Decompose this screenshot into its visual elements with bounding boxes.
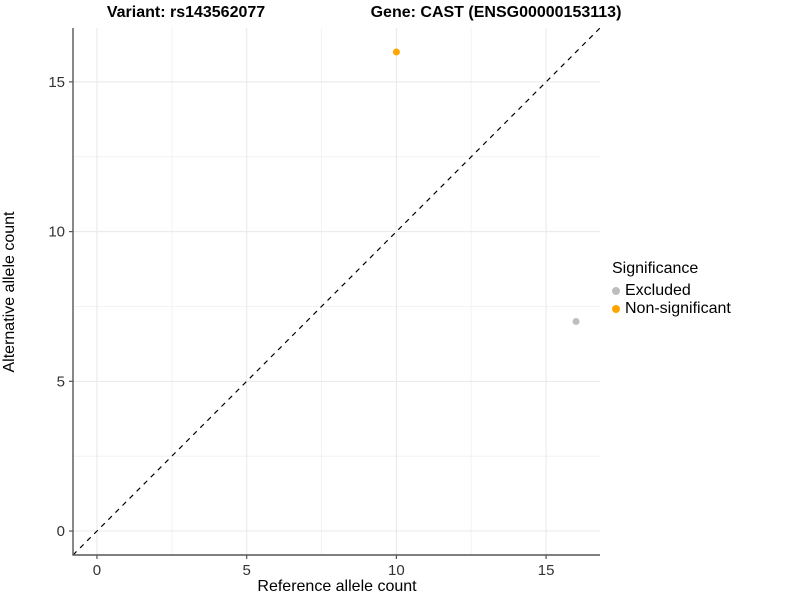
x-tick-label: 0	[93, 562, 101, 579]
legend-title: Significance	[612, 260, 699, 277]
x-tick-label: 15	[538, 562, 555, 579]
x-tick-label: 5	[242, 562, 250, 579]
plot-title-gene: Gene: CAST (ENSG00000153113)	[370, 4, 622, 21]
y-tick-label: 5	[57, 373, 65, 390]
identity-dashed-line	[72, 27, 601, 556]
legend: Significance Excluded Non-significant	[612, 260, 731, 318]
legend-entry: Non-significant	[612, 300, 731, 318]
data-point-non-significant	[392, 48, 400, 56]
y-tick-label: 15	[48, 74, 65, 91]
legend-entry-label: Non-significant	[625, 300, 731, 317]
legend-entry: Excluded	[612, 282, 731, 300]
y-tick-label: 10	[48, 224, 65, 241]
x-axis-title: Reference allele count	[257, 578, 417, 595]
data-point-excluded	[572, 317, 580, 325]
legend-entry-label: Excluded	[625, 282, 691, 299]
legend-key-dot-icon	[612, 287, 620, 295]
legend-key-dot-icon	[612, 305, 620, 313]
plot-title-variant: Variant: rs143562077	[106, 4, 266, 21]
y-tick-label: 0	[57, 523, 65, 540]
x-tick-label: 10	[388, 562, 405, 579]
y-axis-title: Alternative allele count	[1, 211, 18, 373]
